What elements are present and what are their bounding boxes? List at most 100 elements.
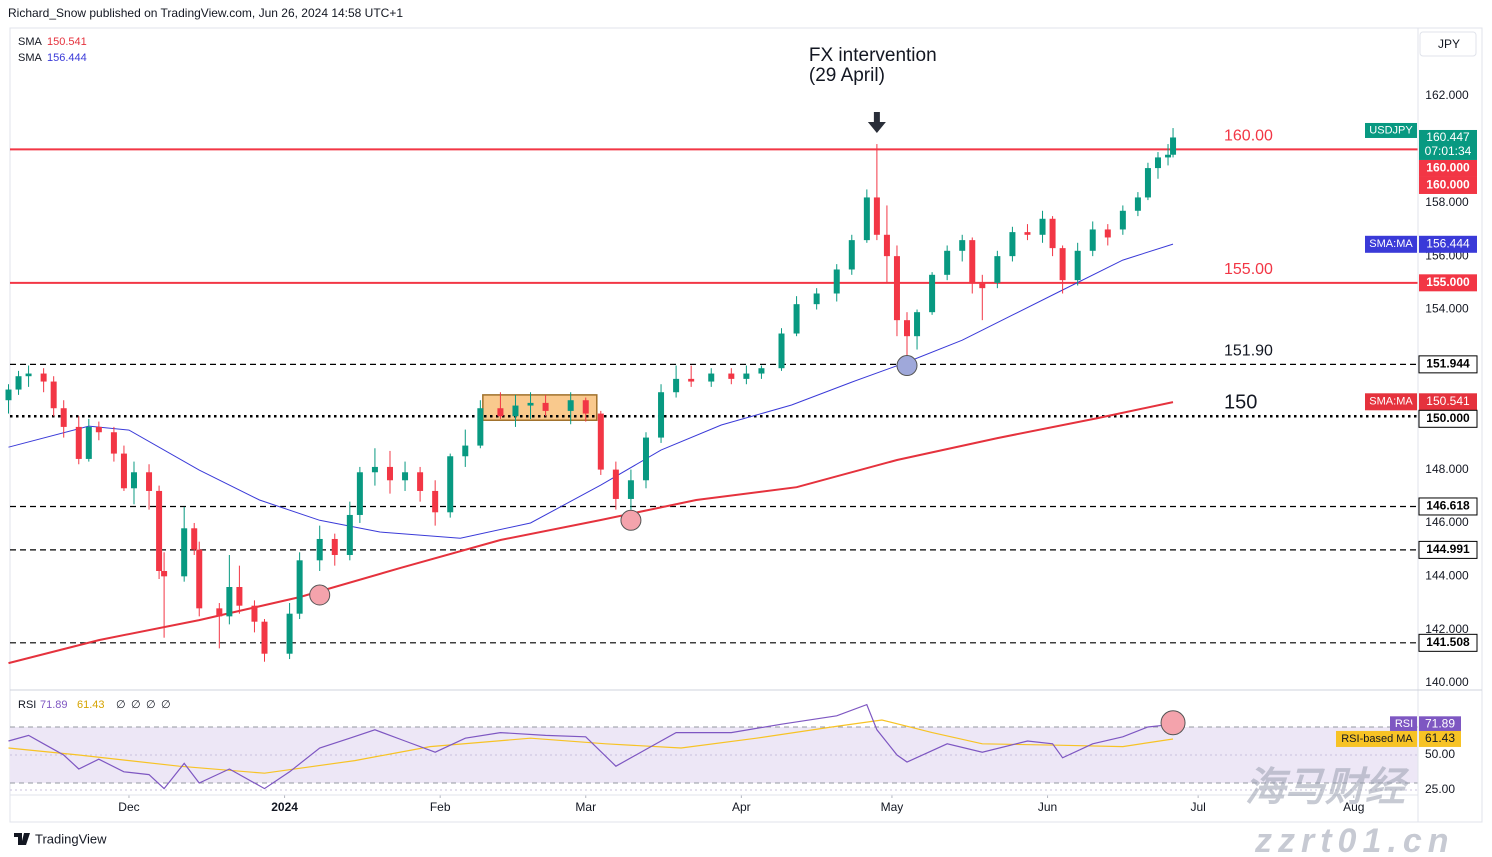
candle-body — [226, 587, 233, 617]
candle-body — [542, 402, 549, 411]
sma-badge-tag — [1365, 235, 1417, 253]
candle-body — [1119, 210, 1126, 230]
candle-body — [914, 312, 921, 337]
rsi-badge-name: RSI — [1395, 718, 1413, 730]
candle-body — [286, 613, 293, 654]
candle-body — [863, 197, 870, 241]
candle-body — [813, 293, 820, 305]
y-tick-label: 142.000 — [1425, 622, 1469, 636]
candle-body — [447, 456, 454, 513]
candle-body — [527, 402, 534, 406]
candle-body — [728, 373, 735, 379]
candle-body — [612, 469, 619, 499]
symbol-badge — [1365, 122, 1417, 138]
level-badge-label: 141.508 — [1426, 635, 1470, 649]
candle-body — [658, 392, 665, 438]
candle-body — [432, 490, 439, 513]
rsi-badge — [1419, 716, 1461, 733]
x-tick-label: Jun — [1038, 800, 1057, 814]
legend-name: SMA — [18, 36, 43, 48]
chart-frame — [9, 27, 1483, 823]
y-tick-label: 146.000 — [1425, 515, 1469, 529]
candle-body — [5, 389, 12, 401]
candle-body — [1074, 250, 1081, 281]
candle-body — [778, 333, 785, 369]
sma-line — [8, 401, 1174, 665]
candle-body — [1059, 248, 1066, 281]
rsi-legend-placeholder: ∅ — [131, 699, 141, 711]
candle-body — [331, 538, 338, 555]
legend-value: 150.541 — [47, 36, 87, 48]
level-badge-label: 155.000 — [1426, 275, 1470, 289]
level-badge — [1418, 633, 1478, 652]
level-badge — [1418, 409, 1478, 428]
candle-body — [236, 587, 243, 606]
x-tick-label: Apr — [732, 800, 751, 814]
candle-body — [848, 240, 855, 270]
candle-body — [994, 256, 1001, 283]
brand: TradingView — [35, 831, 107, 846]
candle-body — [181, 528, 188, 577]
candle-body — [25, 373, 32, 377]
candle-body — [597, 413, 604, 470]
candle-body — [743, 373, 750, 379]
candle-body — [156, 490, 163, 571]
candle-body — [110, 432, 117, 454]
candle-body — [316, 538, 323, 561]
candle-body — [1009, 232, 1016, 257]
annotation-text: (29 April) — [809, 65, 885, 86]
candle-body — [944, 250, 951, 275]
candle-body — [969, 240, 976, 283]
candle-body — [120, 453, 127, 489]
candle-body — [130, 472, 137, 489]
candle-body — [346, 514, 353, 555]
rsi-tick-label: 25.00 — [1425, 782, 1455, 796]
y-tick-label: 162.000 — [1425, 88, 1469, 102]
candle-body — [477, 408, 484, 446]
rsi-tick-label: 50.00 — [1425, 747, 1455, 761]
watermark: 海马财经 — [1245, 766, 1410, 810]
rsi-highlight — [1160, 710, 1186, 736]
y-tick-label: 144.000 — [1425, 569, 1469, 583]
level-badge — [1418, 540, 1478, 559]
level-badge-label: 160.000 — [1426, 161, 1470, 175]
level-badge — [1418, 355, 1478, 374]
candle-body — [1144, 168, 1151, 198]
level-badge-label: 144.991 — [1426, 542, 1470, 556]
sma-badge-tag — [1365, 393, 1417, 411]
sma-badge-value: 150.541 — [1426, 394, 1470, 408]
sma-badge-name: SMA:MA — [1369, 396, 1413, 408]
x-tick-label: Dec — [118, 800, 139, 814]
price-badge — [1419, 129, 1477, 160]
candle-body — [582, 400, 589, 414]
candle-body — [196, 549, 203, 609]
highlight-circle — [896, 355, 918, 377]
y-tick-label: 158.000 — [1425, 195, 1469, 209]
candle-body — [627, 480, 634, 499]
candle-body — [708, 373, 715, 382]
candle-body — [1154, 157, 1161, 169]
candle-body — [1134, 197, 1141, 211]
rsi-legend-value: 71.89 — [40, 699, 68, 711]
candle-body — [688, 378, 695, 382]
price-value: 160.447 — [1426, 130, 1470, 144]
level-label: 151.90 — [1224, 343, 1273, 360]
sma-badge-name: SMA:MA — [1369, 238, 1413, 250]
candle-body — [873, 197, 880, 235]
currency-box[interactable] — [1419, 31, 1477, 57]
level-badge-label: 160.000 — [1426, 178, 1470, 192]
sma-badge — [1419, 235, 1477, 253]
rsi-legend-placeholder: ∅ — [116, 699, 126, 711]
candle-body — [1165, 154, 1172, 158]
highlight-circle — [620, 509, 642, 531]
candle-body — [642, 437, 649, 481]
candle-body — [95, 426, 102, 433]
level-label: 155.00 — [1224, 261, 1273, 278]
candle-body — [1024, 232, 1031, 235]
x-tick-label: 2024 — [271, 800, 298, 814]
candle-body — [979, 282, 986, 289]
legend-name: SMA — [18, 52, 43, 64]
candle-body — [462, 445, 469, 457]
